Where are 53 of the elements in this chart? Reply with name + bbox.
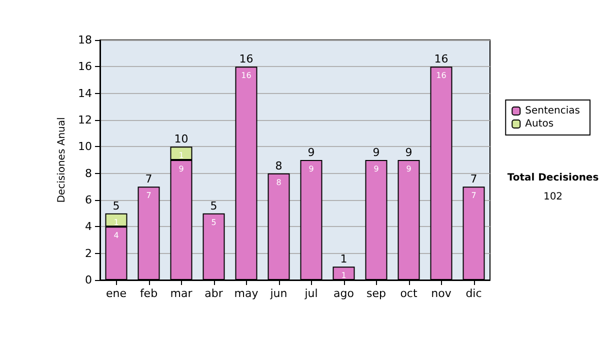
data-label: 5 xyxy=(211,218,216,227)
y-tick-label: 18 xyxy=(78,34,92,46)
data-label: 8 xyxy=(276,178,282,187)
data-label: 9 xyxy=(178,164,184,174)
x-tick-label: oct xyxy=(400,287,418,300)
data-label: 1 xyxy=(341,271,346,280)
y-axis-title: Decisiones Anual xyxy=(56,117,68,203)
x-tick-label: jul xyxy=(304,287,318,300)
total-label: 10 xyxy=(174,132,188,146)
data-label: 16 xyxy=(436,71,446,80)
total-label: 1 xyxy=(340,252,348,266)
data-label: 9 xyxy=(308,164,314,174)
data-label: 7 xyxy=(471,191,476,200)
y-tick-label: 4 xyxy=(85,220,92,234)
y-tick-label: 6 xyxy=(85,194,92,206)
data-label: 9 xyxy=(374,164,379,174)
x-tick-label: abr xyxy=(204,287,224,300)
x-tick-label: mar xyxy=(170,287,193,300)
text: Total Decisiones xyxy=(507,172,599,184)
data-label: 16 xyxy=(241,71,252,80)
x-tick-label: ene xyxy=(106,287,127,300)
y-tick-label: 2 xyxy=(85,246,92,260)
total-label: 9 xyxy=(405,146,412,159)
data-label: 9 xyxy=(406,164,412,174)
total-label: 9 xyxy=(308,146,315,159)
data-label: 7 xyxy=(146,191,152,200)
x-tick-label: ago xyxy=(334,287,354,300)
y-tick-label: 0 xyxy=(85,274,92,286)
total-label: 5 xyxy=(112,199,120,212)
x-tick-label: jun xyxy=(269,287,288,300)
x-tick-label: feb xyxy=(140,287,158,300)
y-tick-label: 8 xyxy=(85,166,92,180)
y-tick-label: 10 xyxy=(78,140,92,154)
total-label: 9 xyxy=(372,146,380,159)
x-tick-label: sep xyxy=(366,287,386,300)
x-tick-label: nov xyxy=(431,287,452,300)
y-tick-label: 12 xyxy=(78,114,92,126)
total-label: 7 xyxy=(470,172,478,186)
total-label: 7 xyxy=(145,172,152,186)
total-label: 5 xyxy=(210,199,218,212)
data-label: 1 xyxy=(114,218,119,227)
legend-label: Autos xyxy=(525,118,554,130)
total-label: 16 xyxy=(239,52,254,66)
total-label: 8 xyxy=(275,159,282,172)
total-label: 16 xyxy=(434,52,448,66)
data-label: 1 xyxy=(178,151,184,160)
legend-label: Sentencias xyxy=(525,106,580,116)
y-tick-label: 16 xyxy=(78,60,92,74)
y-tick-label: 14 xyxy=(78,86,92,100)
data-label: 4 xyxy=(114,231,119,240)
x-tick-label: dic xyxy=(466,287,482,300)
x-tick-label: may xyxy=(234,287,259,300)
text: 102 xyxy=(543,192,563,202)
